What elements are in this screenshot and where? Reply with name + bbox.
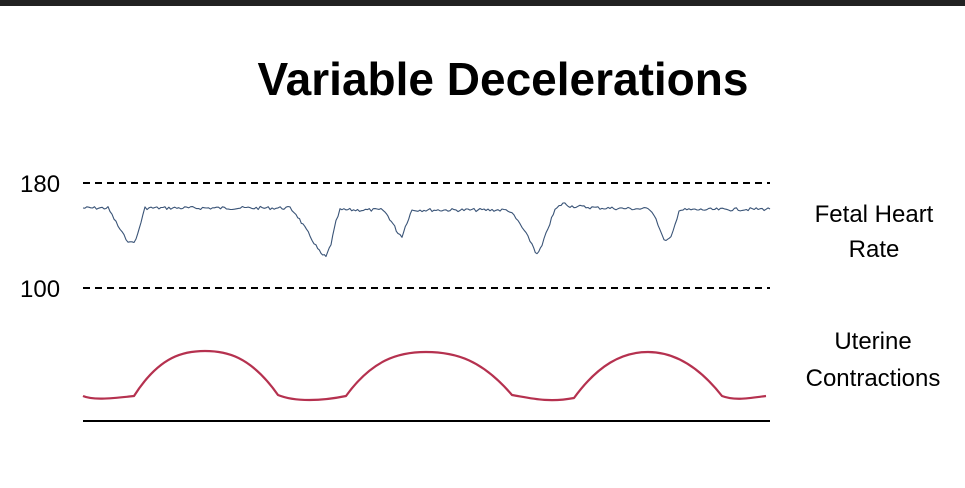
uc-label-line1: Uterine: [834, 328, 911, 355]
uterine-contractions-trace: [82, 349, 767, 402]
fhr-180-label: 180: [20, 171, 60, 198]
fetal-heart-rate-trace: [82, 202, 771, 258]
top-bar: [0, 0, 965, 6]
uc-label-line2: Contractions: [806, 365, 941, 392]
fhr-label-line1: Fetal Heart: [815, 201, 934, 228]
page-title: Variable Decelerations: [257, 53, 749, 105]
fhr-100-label: 100: [20, 276, 60, 303]
fhr-label-line2: Rate: [849, 236, 900, 263]
